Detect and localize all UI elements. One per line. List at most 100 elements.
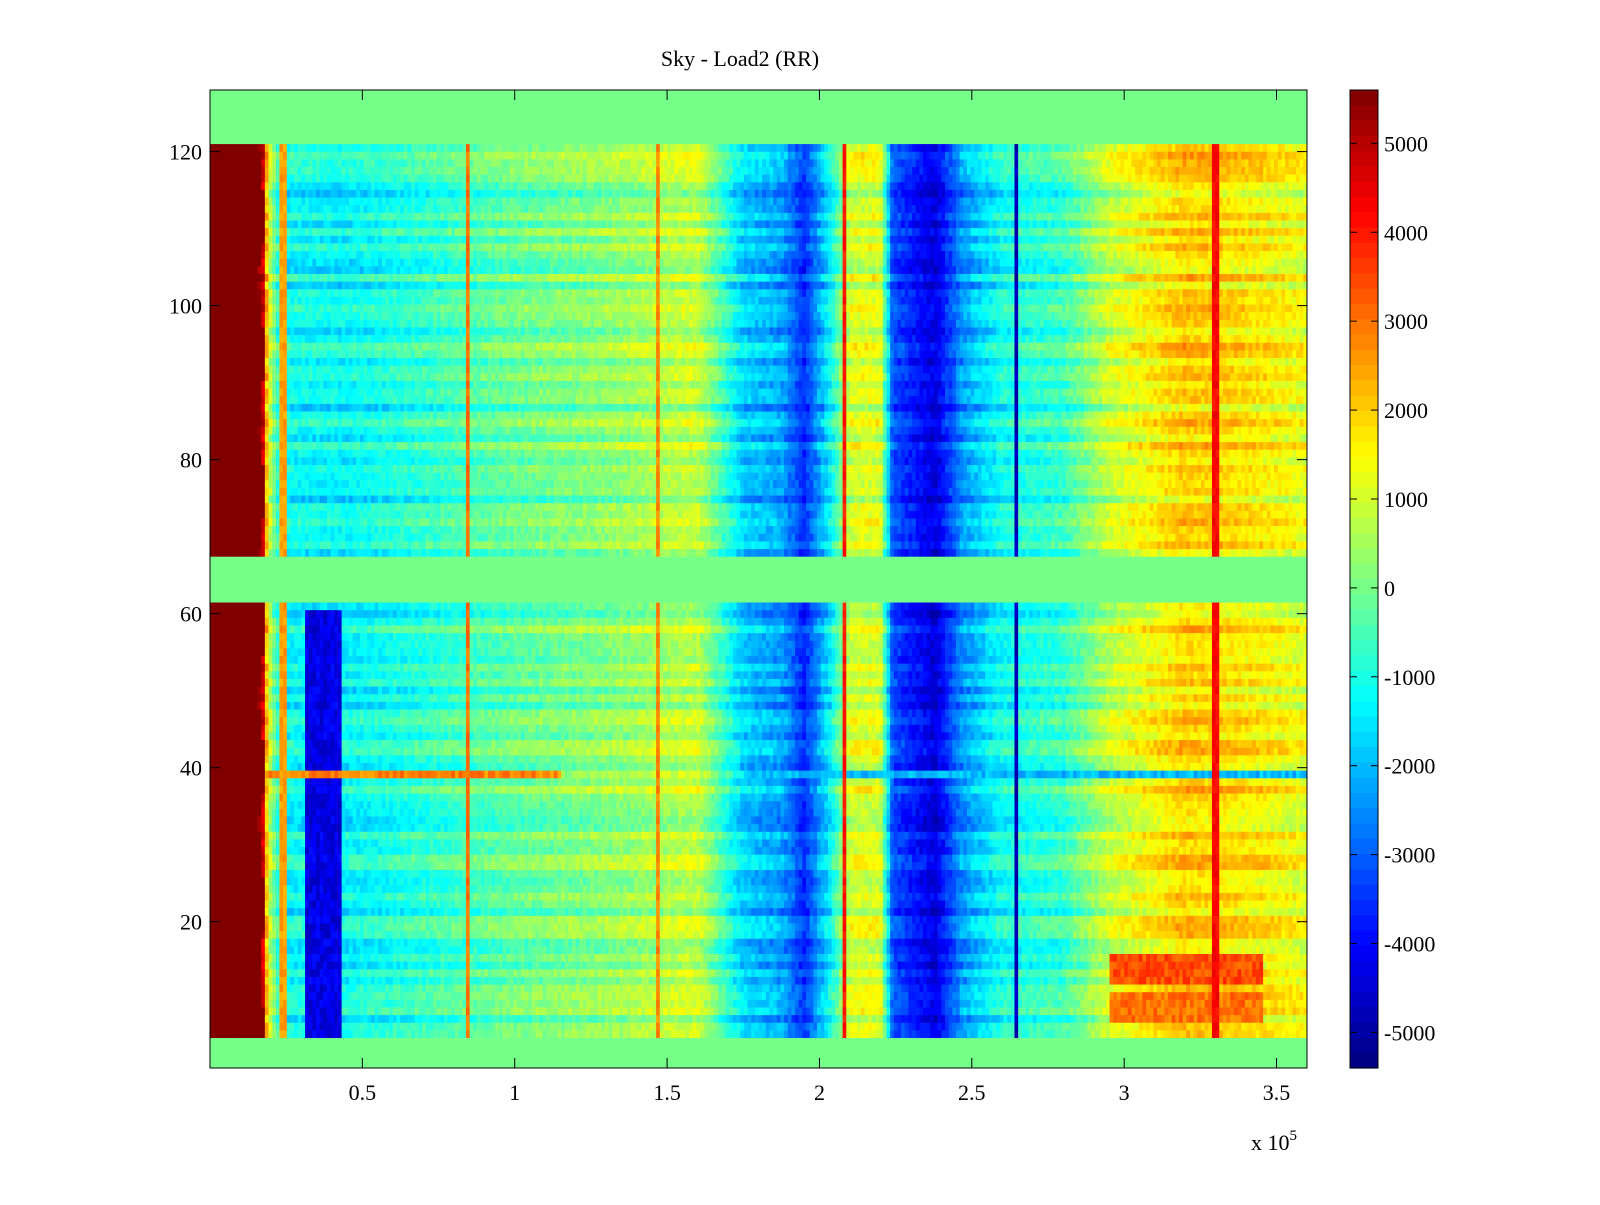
heatmap-cell: [737, 1007, 741, 1015]
heatmap-cell: [1146, 953, 1150, 961]
heatmap-cell: [396, 999, 400, 1007]
heatmap-cell: [952, 992, 956, 1000]
heatmap-cell: [748, 923, 752, 931]
heatmap-cell: [945, 953, 949, 961]
heatmap-cell: [1051, 969, 1055, 977]
heatmap-cell: [755, 961, 759, 969]
heatmap-cell: [857, 938, 861, 946]
heatmap-cell: [258, 1030, 262, 1038]
heatmap-cell: [656, 961, 660, 969]
heatmap-cell: [1183, 976, 1187, 984]
heatmap-cell: [579, 946, 583, 954]
heatmap-cell: [276, 984, 280, 992]
heatmap-cell: [890, 1030, 894, 1038]
heatmap-cell: [1281, 969, 1285, 977]
heatmap-cell: [1248, 969, 1252, 977]
heatmap-cell: [565, 938, 569, 946]
heatmap-cell: [484, 984, 488, 992]
heatmap-cell: [1047, 1007, 1051, 1015]
heatmap-cell: [210, 1007, 214, 1015]
heatmap-cell: [565, 976, 569, 984]
heatmap-cell: [1069, 946, 1073, 954]
heatmap-cell: [748, 938, 752, 946]
heatmap-cell: [470, 999, 474, 1007]
heatmap-cell: [1300, 976, 1304, 984]
heatmap-cell: [963, 915, 967, 923]
heatmap-cell: [396, 908, 400, 916]
heatmap-cell: [503, 992, 507, 1000]
heatmap-cell: [272, 999, 276, 1007]
heatmap-cell: [1183, 1007, 1187, 1015]
heatmap-cell: [748, 999, 752, 1007]
heatmap-cell: [294, 969, 298, 977]
heatmap-cell: [960, 953, 964, 961]
heatmap-cell: [740, 984, 744, 992]
heatmap-cell: [1172, 930, 1176, 938]
heatmap-cell: [1139, 976, 1143, 984]
heatmap-cell: [225, 923, 229, 931]
heatmap-cell: [901, 976, 905, 984]
heatmap-cell: [594, 999, 598, 1007]
heatmap-cell: [386, 984, 390, 992]
heatmap-cell: [850, 1007, 854, 1015]
heatmap-cell: [451, 984, 455, 992]
heatmap-cell: [360, 961, 364, 969]
heatmap-cell: [210, 1045, 1307, 1053]
heatmap-cell: [769, 1022, 773, 1030]
heatmap-cell: [1179, 969, 1183, 977]
heatmap-cell: [762, 976, 766, 984]
heatmap-cell: [305, 923, 309, 931]
heatmap-cell: [279, 992, 283, 1000]
heatmap-cell: [718, 1030, 722, 1038]
heatmap-cell: [1014, 915, 1018, 923]
heatmap-cell: [342, 1007, 346, 1015]
heatmap-cell: [718, 1007, 722, 1015]
heatmap-cell: [349, 984, 353, 992]
heatmap-cell: [269, 946, 273, 954]
heatmap-cell: [1117, 923, 1121, 931]
heatmap-cell: [415, 938, 419, 946]
heatmap-cell: [813, 923, 817, 931]
heatmap-cell: [616, 1015, 620, 1023]
heatmap-cell: [331, 1015, 335, 1023]
heatmap-cell: [876, 938, 880, 946]
heatmap-cell: [396, 923, 400, 931]
heatmap-cell: [985, 969, 989, 977]
heatmap-cell: [378, 946, 382, 954]
heatmap-cell: [393, 923, 397, 931]
heatmap-cell: [594, 923, 598, 931]
heatmap-cell: [967, 923, 971, 931]
heatmap-cell: [210, 976, 214, 984]
heatmap-cell: [210, 938, 214, 946]
heatmap-cell: [217, 915, 221, 923]
heatmap-cell: [817, 969, 821, 977]
heatmap-cell: [759, 1007, 763, 1015]
heatmap-cell: [956, 992, 960, 1000]
heatmap-cell: [1183, 915, 1187, 923]
heatmap-cell: [660, 946, 664, 954]
heatmap-cell: [1175, 930, 1179, 938]
heatmap-cell: [561, 946, 565, 954]
heatmap-cell: [1128, 999, 1132, 1007]
heatmap-cell: [755, 930, 759, 938]
heatmap-cell: [1033, 1015, 1037, 1023]
heatmap-cell: [843, 938, 847, 946]
heatmap-cell: [514, 984, 518, 992]
heatmap-cell: [1018, 992, 1022, 1000]
heatmap-cell: [546, 938, 550, 946]
heatmap-cell: [323, 984, 327, 992]
heatmap-cell: [1088, 992, 1092, 1000]
heatmap-cell: [338, 1030, 342, 1038]
heatmap-cell: [773, 969, 777, 977]
heatmap-cell: [510, 1015, 514, 1023]
heatmap-cell: [1135, 930, 1139, 938]
heatmap-cell: [583, 930, 587, 938]
heatmap-cell: [1270, 976, 1274, 984]
heatmap-cell: [715, 946, 719, 954]
heatmap-cell: [557, 984, 561, 992]
heatmap-cell: [704, 938, 708, 946]
heatmap-cell: [865, 984, 869, 992]
heatmap-cell: [828, 938, 832, 946]
heatmap-cell: [349, 946, 353, 954]
heatmap-cell: [638, 984, 642, 992]
